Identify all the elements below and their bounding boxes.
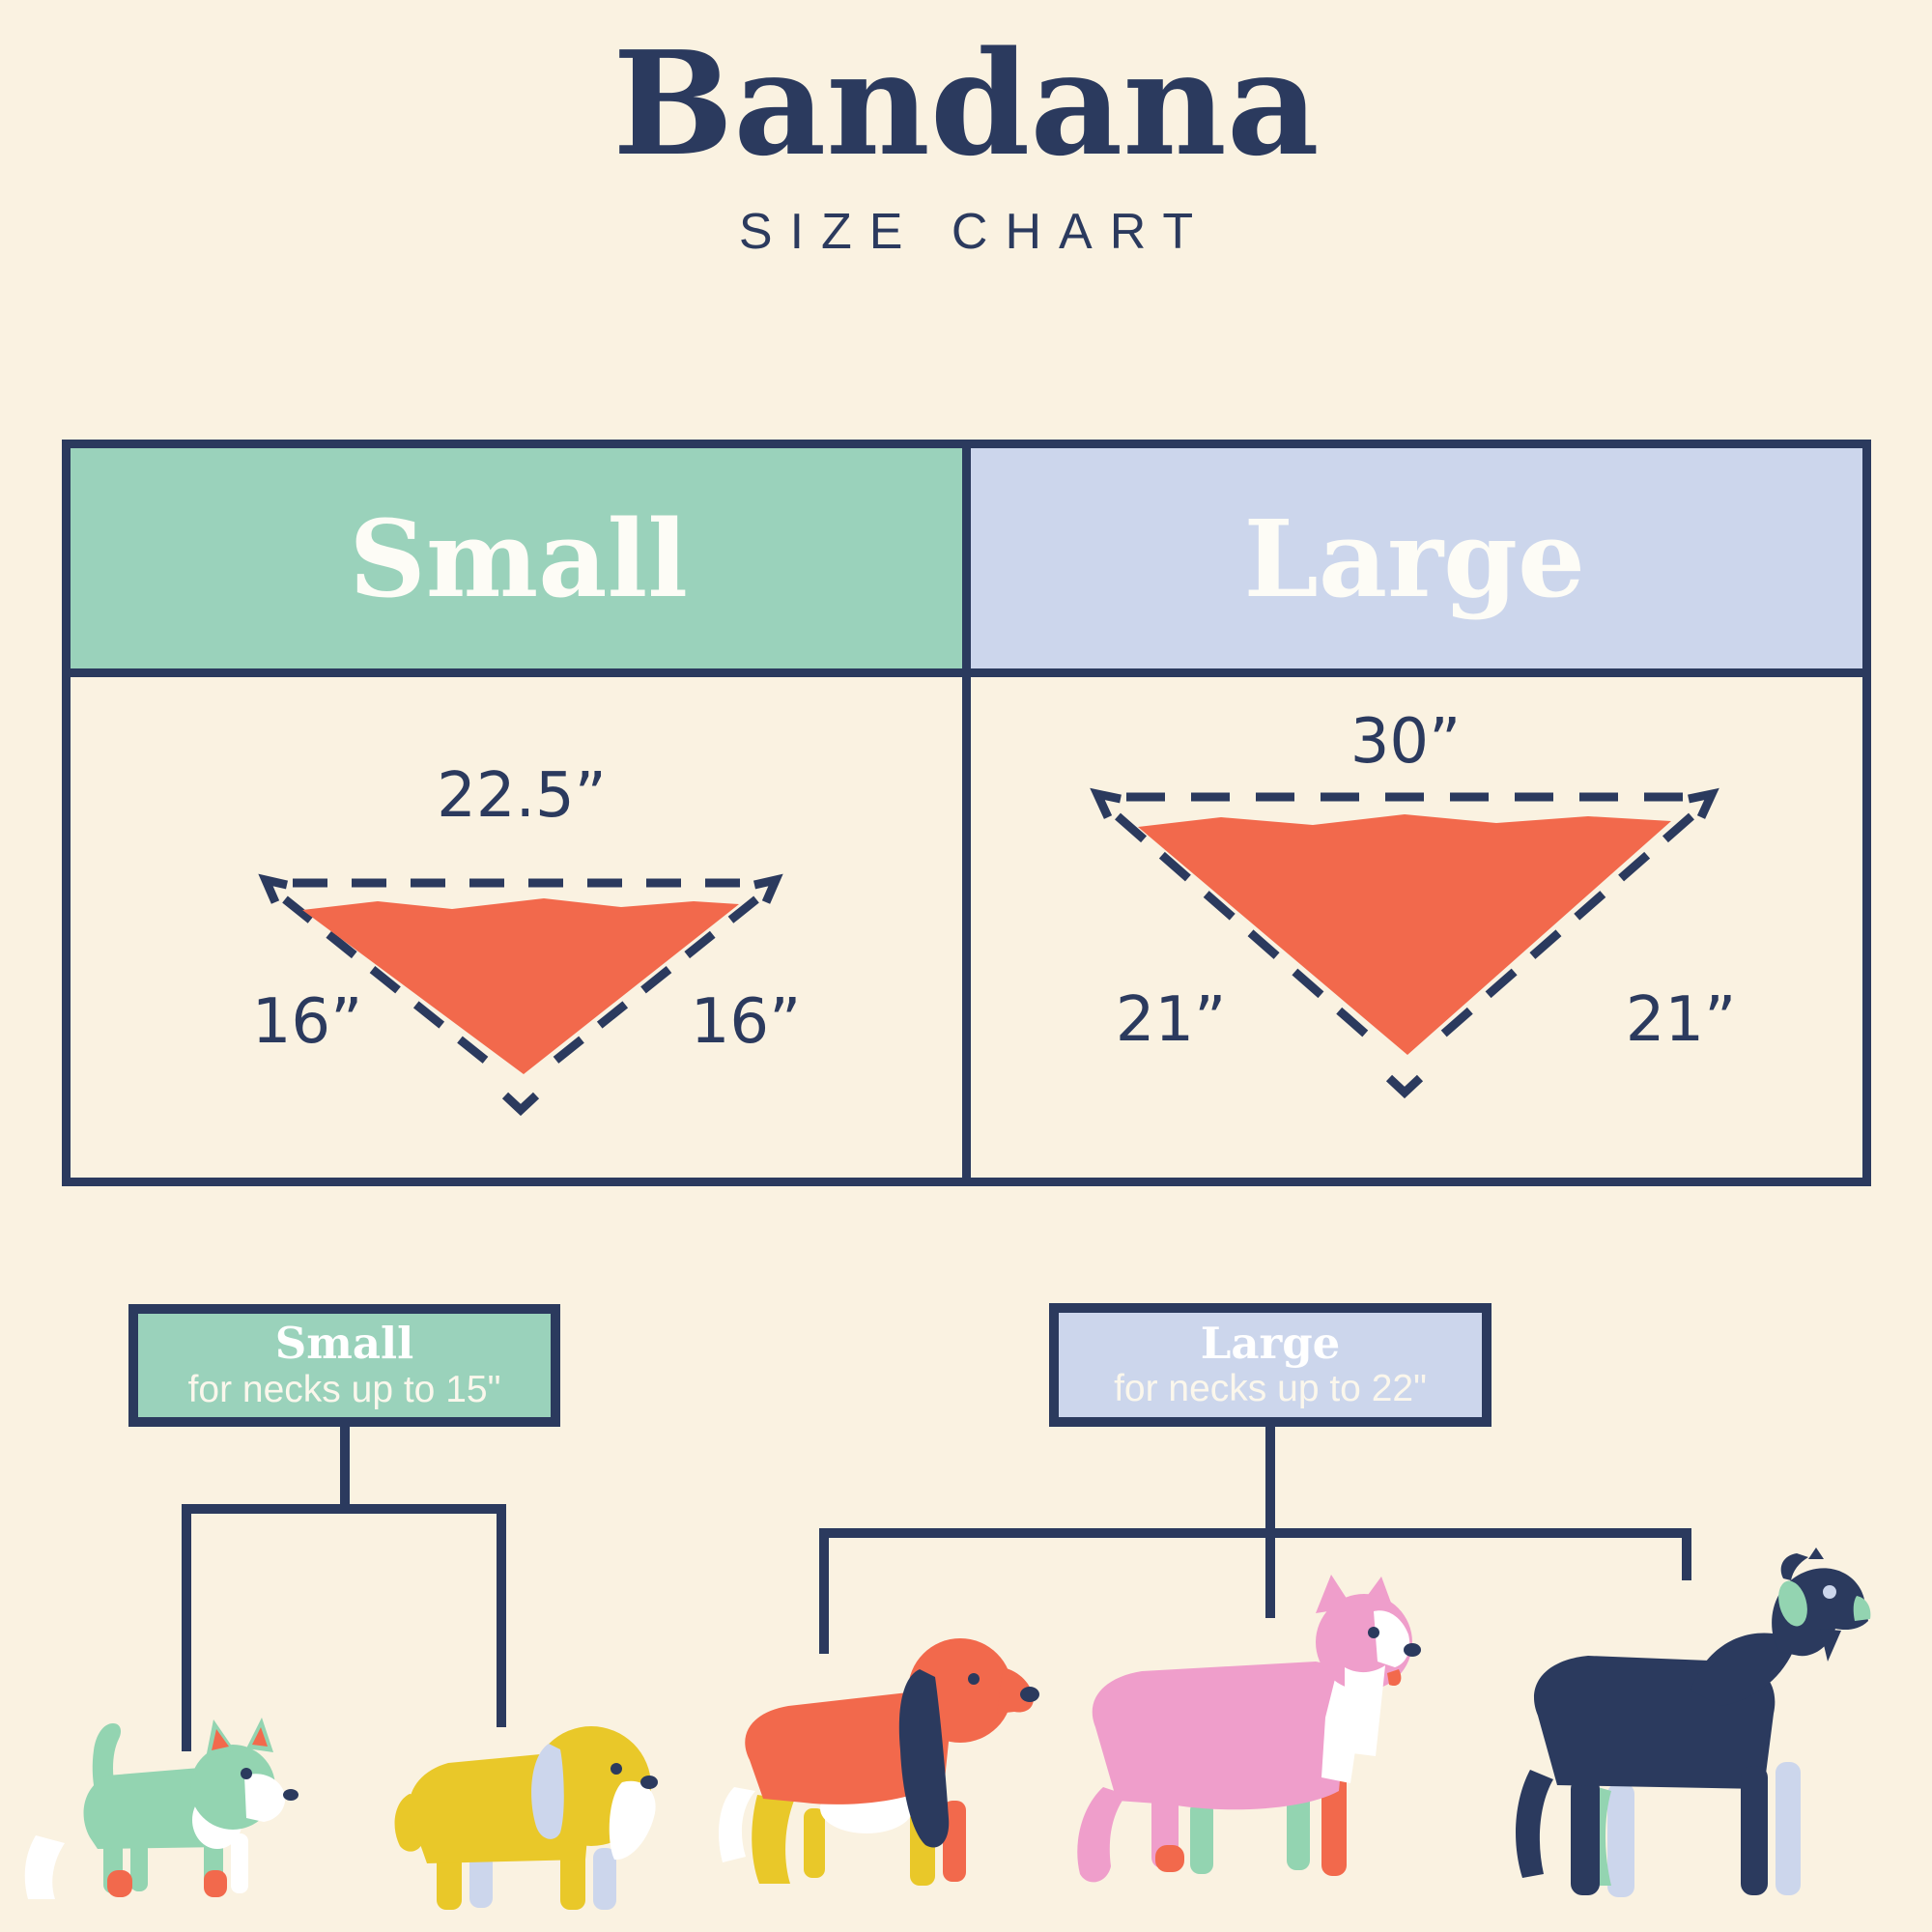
large-header-label: Large xyxy=(1243,496,1585,621)
spaniel-illustration xyxy=(719,1638,1039,1886)
small-legend-drop-left xyxy=(182,1504,191,1751)
large-legend-bar-line xyxy=(819,1528,1691,1538)
small-legend-box: Small for necks up to 15" xyxy=(128,1304,560,1427)
large-legend-title: Large xyxy=(1200,1317,1341,1369)
wolfhound-illustration xyxy=(1516,1548,1871,1897)
large-bandana-shape xyxy=(1138,814,1671,1055)
small-bandana-shape xyxy=(302,898,739,1074)
small-left-measurement: 16” xyxy=(251,986,363,1058)
small-top-measurement: 22.5” xyxy=(437,760,607,832)
large-top-measurement: 30” xyxy=(1350,706,1462,778)
large-legend-drop-right xyxy=(1682,1528,1691,1580)
small-legend-title: Small xyxy=(274,1318,414,1370)
large-legend-box: Large for necks up to 22" xyxy=(1049,1303,1492,1427)
small-right-measurement: 16” xyxy=(690,986,802,1058)
border-collie-illustration xyxy=(1077,1575,1421,1883)
large-left-measurement: 21” xyxy=(1115,984,1227,1056)
small-bandana-diagram xyxy=(258,873,783,1117)
large-legend-drop-left xyxy=(819,1528,829,1654)
small-legend-stem-line xyxy=(340,1427,350,1512)
page-title: Bandana xyxy=(612,19,1320,187)
column-header-large: Large xyxy=(966,448,1862,668)
column-header-small: Small xyxy=(71,448,967,668)
large-right-measurement: 21” xyxy=(1625,984,1737,1056)
shih-tzu-illustration xyxy=(394,1726,658,1910)
terrier-illustration xyxy=(24,1718,298,1899)
small-header-label: Small xyxy=(349,496,689,621)
large-legend-stem-line xyxy=(1265,1427,1275,1618)
large-bandana-diagram xyxy=(1090,787,1719,1099)
page-subtitle: SIZE CHART xyxy=(738,204,1211,260)
small-legend-drop-right xyxy=(497,1504,506,1727)
table-column-divider xyxy=(962,448,971,1178)
small-legend-subtitle: for necks up to 15" xyxy=(187,1368,501,1410)
small-legend-bar-line xyxy=(182,1504,506,1514)
large-legend-subtitle: for necks up to 22" xyxy=(1114,1368,1427,1410)
size-table: Small Large xyxy=(62,440,1871,1186)
